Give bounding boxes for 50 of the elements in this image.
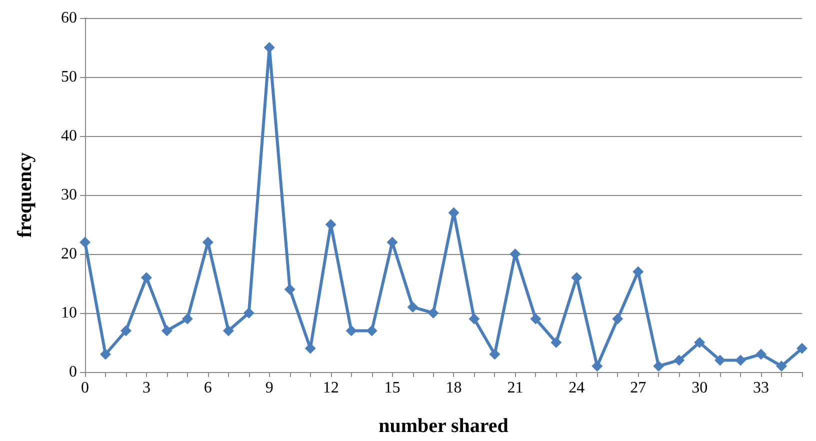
x-tick-label: 21 <box>507 380 524 396</box>
x-tick-label: 30 <box>692 380 708 396</box>
point <box>735 354 746 366</box>
x-tick-label: 18 <box>446 380 462 396</box>
point <box>140 272 152 284</box>
point <box>161 325 172 336</box>
y-tick-label: 20 <box>61 246 77 262</box>
point <box>550 337 562 348</box>
x-axis-title: number shared <box>378 415 508 437</box>
y-tick-label: 30 <box>61 186 77 204</box>
y-tick-label: 10 <box>61 304 77 322</box>
point <box>366 325 378 336</box>
x-tick-label: 9 <box>265 380 274 396</box>
point <box>346 325 357 336</box>
x-tick-label: 12 <box>322 380 339 396</box>
point <box>796 342 808 354</box>
point <box>264 42 275 53</box>
point <box>243 308 254 318</box>
x-tick-label: 6 <box>204 380 212 396</box>
point <box>284 284 296 295</box>
point <box>632 266 644 278</box>
x-tick-label: 27 <box>630 380 646 396</box>
point <box>120 325 132 336</box>
point <box>100 348 111 360</box>
x-tick-label: 24 <box>568 380 585 396</box>
point <box>592 360 603 372</box>
point <box>428 308 439 318</box>
point <box>674 354 685 366</box>
x-tick-label: 3 <box>142 380 150 396</box>
y-axis-title: frequency <box>14 152 36 238</box>
x-tick-label: 0 <box>81 380 89 396</box>
y-tick-label: 60 <box>61 10 77 26</box>
point <box>756 348 767 360</box>
point <box>776 360 788 372</box>
point <box>222 325 234 336</box>
point <box>694 337 706 348</box>
y-tick-label: 50 <box>61 68 77 86</box>
point <box>653 360 664 372</box>
point <box>714 354 726 366</box>
y-tick-label: 0 <box>69 364 77 380</box>
point <box>530 313 542 324</box>
point <box>489 348 500 360</box>
point <box>182 313 193 324</box>
point <box>80 236 90 248</box>
y-tick-label: 40 <box>61 128 77 144</box>
x-tick-label: 33 <box>753 380 770 396</box>
point <box>468 313 480 324</box>
point <box>407 302 418 313</box>
point <box>612 313 624 324</box>
x-tick-label: 15 <box>384 380 400 396</box>
